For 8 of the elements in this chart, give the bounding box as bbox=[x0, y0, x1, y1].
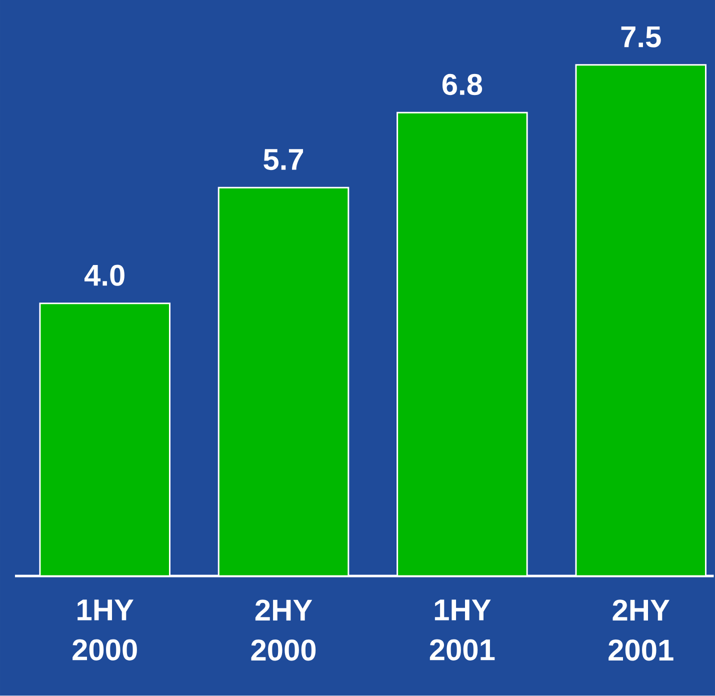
data-label: 4.0 bbox=[84, 264, 124, 286]
x-tick-label: 2HY 2000 bbox=[251, 600, 316, 661]
data-label: 7.5 bbox=[621, 26, 661, 48]
x-tick-label: 1HY 2000 bbox=[72, 600, 137, 661]
x-tick-label: 1HY 2001 bbox=[430, 600, 495, 661]
x-tick-label: 2HY 2001 bbox=[608, 600, 674, 661]
data-label: 5.7 bbox=[264, 149, 304, 170]
data-label: 6.8 bbox=[442, 74, 482, 96]
